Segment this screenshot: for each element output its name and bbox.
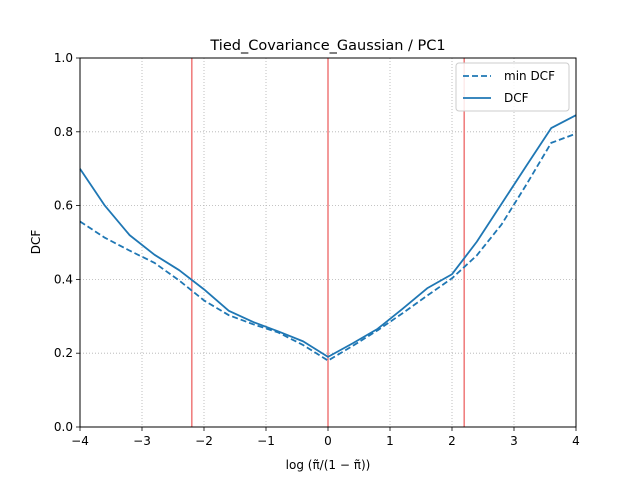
legend: min DCF DCF xyxy=(455,62,570,112)
legend-box xyxy=(455,62,570,112)
x-tick-label: −1 xyxy=(257,434,275,448)
y-tick-label: 0.6 xyxy=(54,199,73,213)
series-line-min-dcf xyxy=(79,132,577,362)
series-line-dcf xyxy=(79,114,577,358)
y-tick-label: 0.0 xyxy=(54,420,73,434)
y-tick-label: 0.2 xyxy=(54,346,73,360)
x-tick-label: 4 xyxy=(572,434,580,448)
chart-title: Tied_Covariance_Gaussian / PC1 xyxy=(209,38,445,54)
x-axis-label: log (π̃/(1 − π̃)) xyxy=(286,458,371,472)
y-tick-label: 1.0 xyxy=(54,51,73,65)
y-axis-label: DCF xyxy=(29,230,43,255)
x-tick-label: −3 xyxy=(133,434,151,448)
x-tick-label: −4 xyxy=(71,434,89,448)
legend-label-min-dcf: min DCF xyxy=(504,69,555,83)
legend-label-dcf: DCF xyxy=(504,91,529,105)
y-tick-label: 0.8 xyxy=(54,125,73,139)
y-tick-label: 0.4 xyxy=(54,272,73,286)
reference-lines xyxy=(190,58,466,427)
series-layer xyxy=(79,114,577,362)
ticks: −4 −3 −2 −1 0 1 2 3 4 0.0 0.2 0.4 0.6 0.8 1.0 xyxy=(54,51,580,448)
x-tick-label: 2 xyxy=(448,434,456,448)
x-tick-label: −2 xyxy=(195,434,213,448)
x-tick-label: 0 xyxy=(324,434,332,448)
x-tick-label: 1 xyxy=(386,434,394,448)
x-tick-label: 3 xyxy=(510,434,518,448)
